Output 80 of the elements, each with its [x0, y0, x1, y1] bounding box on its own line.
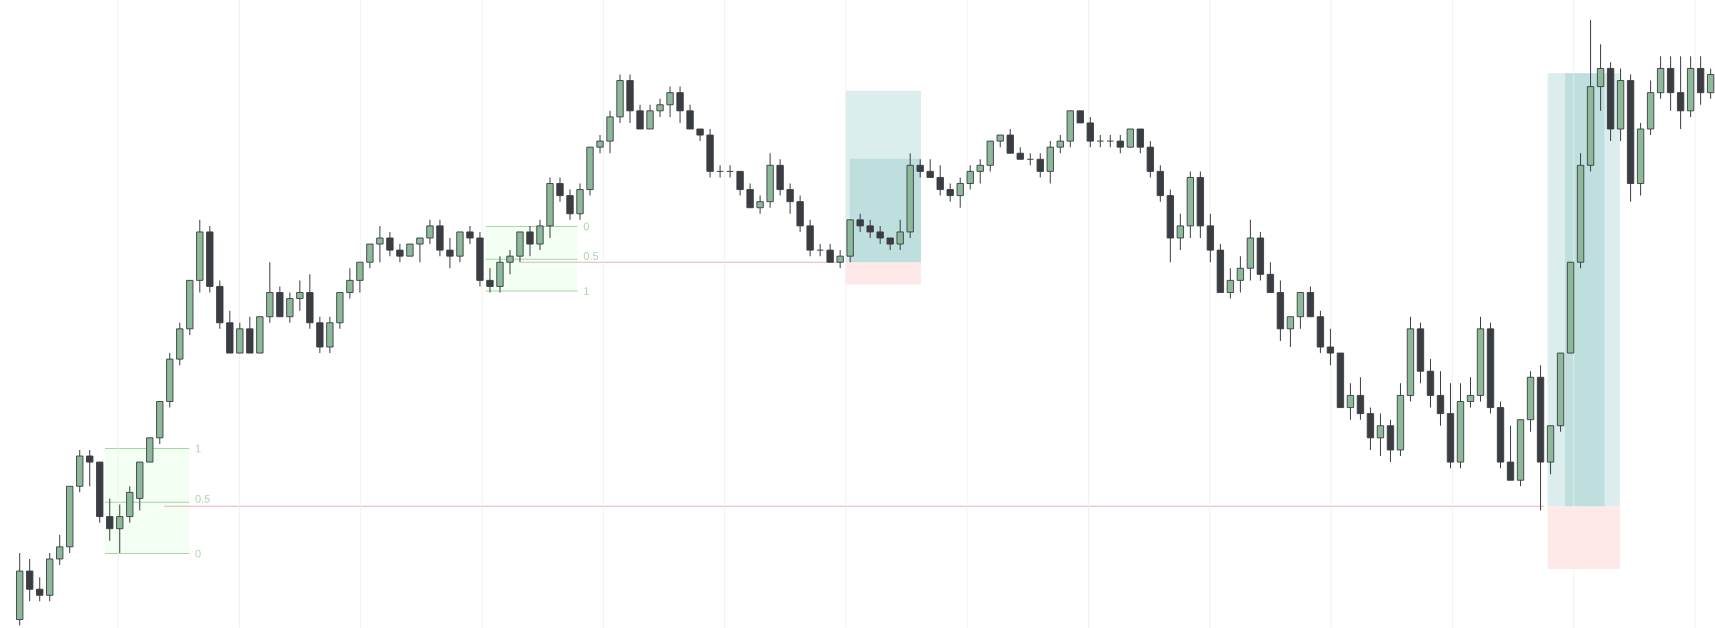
- candlestick: [566, 189, 574, 221]
- candlestick: [916, 158, 924, 178]
- candlestick: [1086, 116, 1094, 148]
- candlestick: [866, 219, 874, 239]
- candlestick: [116, 503, 124, 554]
- candlestick: [656, 98, 664, 118]
- candlestick: [106, 497, 114, 542]
- candlestick: [1466, 376, 1475, 409]
- candlestick: [376, 225, 384, 263]
- candlestick: [296, 279, 304, 312]
- candlestick: [466, 225, 474, 245]
- candlestick: [1346, 382, 1355, 421]
- candlestick: [36, 576, 44, 602]
- candlestick: [1356, 376, 1365, 421]
- candlestick: [1376, 413, 1385, 457]
- candlestick: [1116, 134, 1124, 154]
- candlestick: [1126, 128, 1134, 148]
- candlestick: [366, 243, 374, 269]
- candlestick: [1136, 128, 1144, 154]
- candlestick: [1176, 213, 1184, 251]
- candlestick: [1026, 152, 1034, 166]
- candlestick: [716, 164, 724, 178]
- annotation: 0: [583, 222, 589, 231]
- candlestick: [726, 164, 734, 178]
- candlestick: [686, 104, 694, 130]
- candlestick: [526, 225, 534, 257]
- candlestick: [486, 267, 494, 293]
- candlestick: [1596, 43, 1605, 112]
- candlestick: [1436, 370, 1445, 427]
- candlestick: [396, 243, 404, 263]
- candlestick: [816, 243, 824, 257]
- candlestick: [926, 158, 934, 178]
- annotation: 0: [195, 549, 201, 558]
- candlestick: [826, 243, 834, 263]
- candlestick: [26, 558, 34, 602]
- annotation: 0.5: [195, 495, 210, 503]
- candlestick: [896, 219, 904, 251]
- candlestick: [356, 261, 364, 293]
- candlestick: [676, 86, 684, 124]
- candlestick: [416, 237, 424, 263]
- candlestick: [1676, 55, 1685, 130]
- candlestick: [86, 449, 94, 487]
- candlestick: [446, 237, 454, 269]
- candlestick: [1326, 328, 1335, 366]
- candlestick: [636, 104, 644, 130]
- candlestick: [286, 292, 294, 324]
- candlestick: [976, 158, 984, 184]
- candlestick: [1036, 152, 1044, 178]
- candlestick: [856, 213, 864, 233]
- candlestick: [346, 267, 354, 300]
- annotation: 1: [195, 444, 201, 453]
- candlestick: [1506, 425, 1515, 481]
- candlestick: [956, 176, 964, 209]
- candlestick: [876, 225, 884, 245]
- candlestick: [1706, 67, 1715, 100]
- candlestick: [426, 219, 434, 245]
- candlestick: [1286, 316, 1295, 348]
- candlestick: [646, 104, 654, 130]
- candlestick: [536, 219, 544, 251]
- candlestick: [1266, 261, 1275, 293]
- candlestick: [386, 231, 394, 257]
- candlestick: [56, 534, 64, 566]
- candlestick: [1006, 128, 1014, 154]
- candlestick: [1236, 255, 1245, 293]
- candlestick: [666, 86, 674, 118]
- candlestick: [596, 134, 604, 154]
- candlestick: [786, 183, 794, 215]
- candlestick: [756, 195, 764, 215]
- candlestick: [946, 183, 954, 203]
- candlestick: [746, 183, 754, 209]
- candlestick: [736, 170, 744, 197]
- annotation: 1: [584, 287, 589, 295]
- annotation: 0.5: [583, 252, 599, 260]
- candlestick: [936, 164, 944, 197]
- candlestick: [836, 249, 844, 269]
- candlestick: [1226, 267, 1235, 300]
- candlestick: [966, 164, 974, 191]
- candlestick: [1056, 134, 1064, 154]
- candlestick: [506, 249, 514, 275]
- candlestick: [556, 176, 564, 203]
